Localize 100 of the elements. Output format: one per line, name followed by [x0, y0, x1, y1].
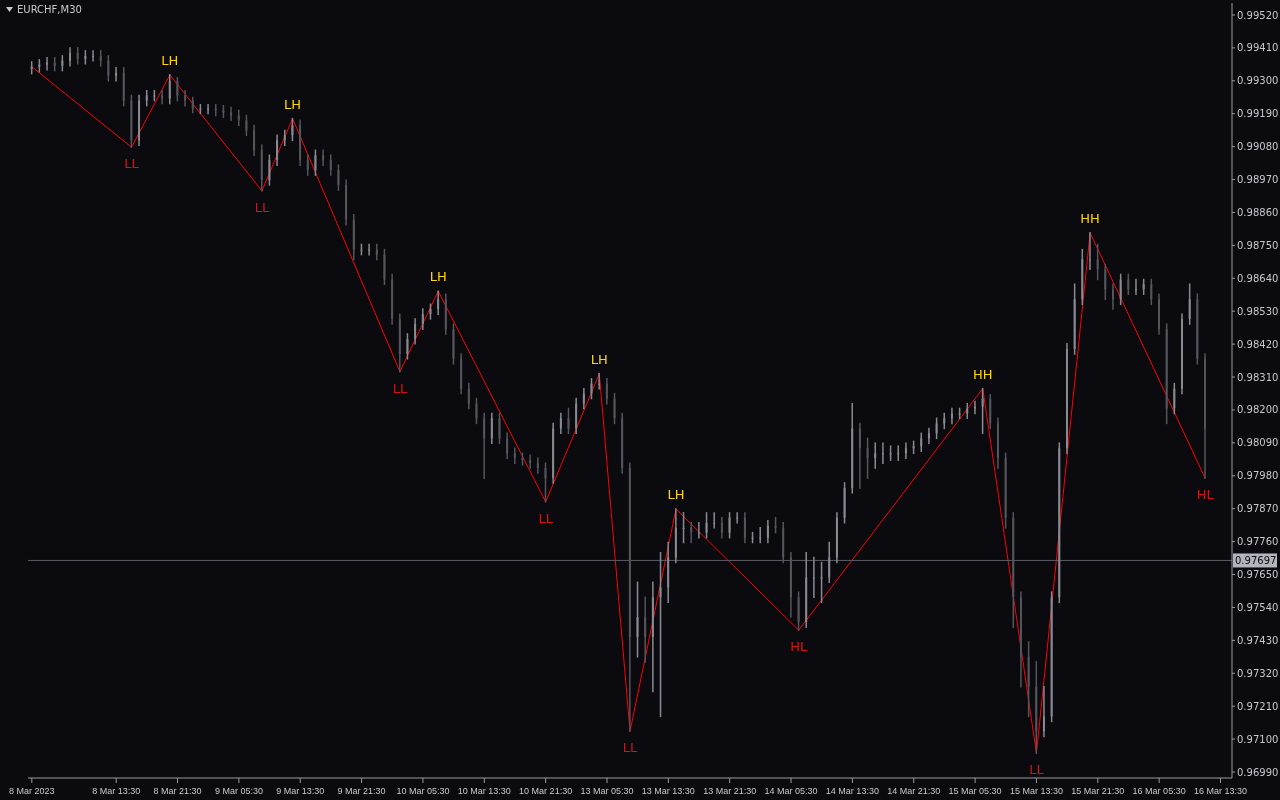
- candlestick: [912, 440, 915, 455]
- x-tick-label: 8 Mar 2023: [9, 786, 55, 796]
- candlestick: [736, 512, 739, 524]
- y-tick-label: 0.97540: [1237, 601, 1279, 613]
- candlestick: [429, 303, 432, 320]
- candlestick: [697, 522, 700, 539]
- candlestick: [253, 124, 256, 157]
- candlestick: [705, 512, 708, 539]
- x-tick-label: 13 Mar 21:30: [703, 786, 757, 796]
- y-tick-label: 0.97870: [1237, 503, 1279, 515]
- candlestick: [283, 129, 286, 146]
- y-tick-label: 0.98970: [1237, 174, 1279, 186]
- candlestick: [866, 437, 869, 479]
- candlestick: [598, 372, 601, 390]
- candlestick: [935, 417, 938, 440]
- candlestick: [536, 457, 539, 474]
- candlestick: [981, 387, 984, 435]
- candlestick: [1081, 248, 1084, 306]
- candlestick: [130, 94, 133, 148]
- x-tick-label: 9 Mar 21:30: [337, 786, 386, 796]
- candlestick: [567, 407, 570, 435]
- data-label: LL: [1029, 762, 1045, 778]
- candlestick: [828, 541, 831, 584]
- y-tick-label: 0.98310: [1237, 371, 1279, 383]
- candlestick: [759, 527, 762, 544]
- candlestick: [521, 452, 524, 466]
- candlestick: [437, 290, 440, 315]
- x-tick-label: 16 Mar 13:30: [1193, 786, 1248, 796]
- candlestick: [904, 442, 907, 459]
- data-label: LH: [284, 96, 302, 112]
- candlestick: [820, 561, 823, 604]
- candlestick: [414, 318, 417, 345]
- candlestick: [513, 447, 516, 464]
- candlestick: [636, 581, 639, 658]
- candlestick: [1188, 283, 1191, 325]
- candlestick: [1027, 641, 1030, 718]
- candlestick: [797, 591, 800, 631]
- candlestick: [207, 103, 210, 115]
- candlestick: [306, 154, 309, 176]
- candlestick: [368, 243, 371, 256]
- y-tick-label: 0.98090: [1237, 437, 1279, 449]
- candlestick: [1127, 273, 1130, 295]
- x-tick-label: 13 Mar 05:30: [580, 786, 634, 796]
- candlestick: [644, 596, 647, 663]
- candlestick: [360, 243, 363, 256]
- candlestick: [76, 47, 79, 65]
- y-tick-label: 0.97430: [1237, 634, 1279, 646]
- candlestick: [506, 432, 509, 459]
- x-tick-label: 10 Mar 21:30: [519, 786, 573, 796]
- y-tick-label: 0.99410: [1237, 42, 1279, 54]
- x-tick-label: 10 Mar 13:30: [457, 786, 511, 796]
- candlestick: [774, 516, 777, 534]
- candlestick: [1204, 353, 1207, 479]
- candlestick: [812, 556, 815, 599]
- data-label: LL: [124, 156, 140, 172]
- x-tick-label: 16 Mar 05:30: [1132, 786, 1186, 796]
- candlestick: [337, 164, 340, 191]
- candlestick: [1142, 278, 1145, 295]
- candlestick: [176, 77, 179, 102]
- data-label: LH: [667, 486, 685, 502]
- y-tick-label: 0.98640: [1237, 272, 1279, 284]
- candlestick: [168, 74, 171, 105]
- candlestick: [613, 392, 616, 425]
- candlestick: [1165, 323, 1168, 425]
- candlestick: [1042, 685, 1045, 738]
- data-label: LL: [392, 380, 408, 396]
- candlestick: [889, 445, 892, 461]
- candlestick: [1150, 278, 1153, 306]
- candlestick: [46, 57, 49, 71]
- y-tick-label: 0.99190: [1237, 108, 1279, 120]
- data-label: LH: [429, 269, 447, 285]
- y-tick-label: 0.97100: [1237, 733, 1279, 745]
- candlestick: [291, 117, 294, 142]
- candlestick: [53, 57, 56, 72]
- candlestick: [1004, 452, 1007, 529]
- candlestick: [276, 134, 279, 166]
- y-tick-label: 0.96990: [1237, 766, 1279, 778]
- candlestick: [184, 89, 187, 107]
- candlestick: [590, 378, 593, 400]
- y-tick-label: 0.97980: [1237, 470, 1279, 482]
- x-tick-label: 14 Mar 21:30: [887, 786, 941, 796]
- y-tick-label: 0.99080: [1237, 141, 1279, 153]
- data-label: HH: [1080, 210, 1100, 226]
- candlestick: [1104, 263, 1107, 300]
- candlestick: [406, 333, 409, 360]
- candlestick: [1158, 293, 1160, 335]
- y-tick-label: 0.97760: [1237, 536, 1279, 548]
- candlestick: [38, 59, 41, 73]
- candlestick: [927, 427, 930, 444]
- candlestick: [314, 149, 317, 176]
- candlestick: [743, 512, 746, 544]
- data-label: LH: [161, 52, 179, 68]
- data-label: LL: [622, 740, 638, 756]
- candlestick: [245, 114, 248, 137]
- data-label: LL: [538, 510, 554, 526]
- x-tick-label: 14 Mar 05:30: [764, 786, 818, 796]
- candlestick: [713, 512, 716, 529]
- y-tick-label: 0.97320: [1237, 667, 1279, 679]
- x-tick-label: 15 Mar 13:30: [1009, 786, 1063, 796]
- candlestick: [1111, 283, 1114, 310]
